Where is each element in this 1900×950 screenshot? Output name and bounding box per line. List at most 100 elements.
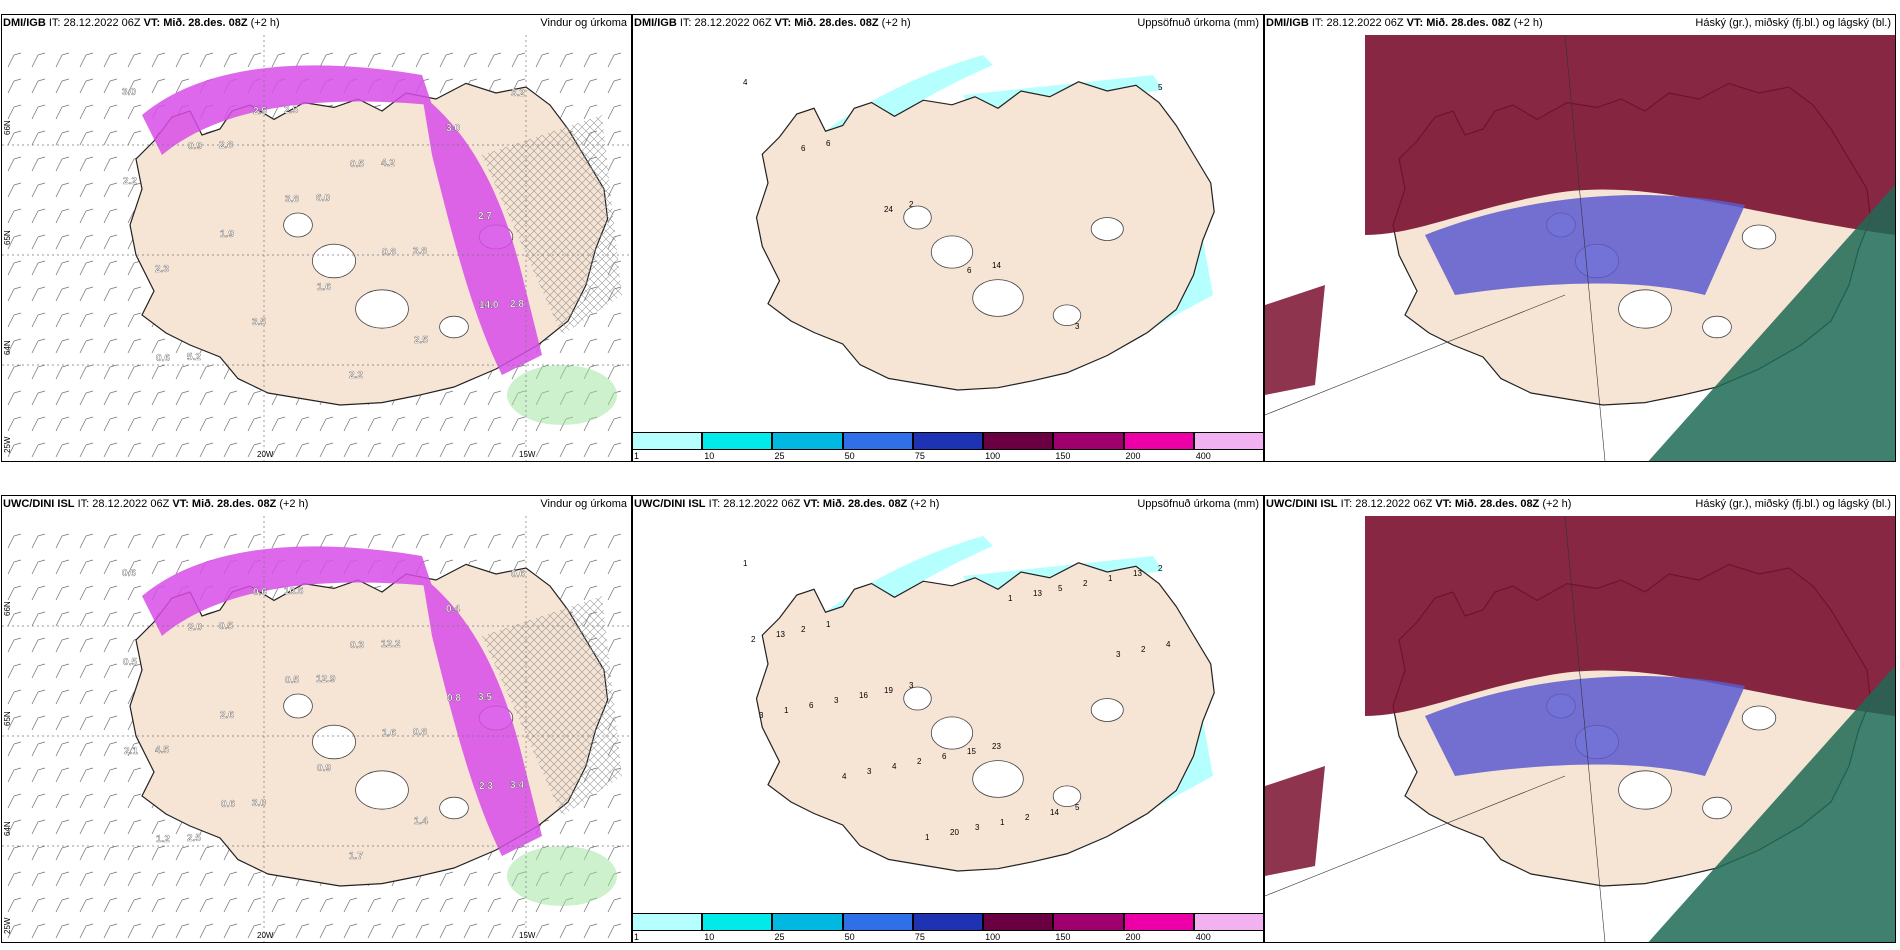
value-label: 5 [1158, 83, 1163, 92]
iceland-land [755, 562, 1215, 872]
value-label: 2.8 [219, 140, 233, 151]
value-label: 1 [925, 833, 930, 842]
accumulated-precip-map: 4 6 2 14 3 5 6 24 6 [743, 55, 1215, 391]
value-label: 2 [1141, 645, 1146, 654]
wind-precip-map: 3.0 2.8 6.0 3.8 2.8 5.2 2.5 4.2 2.7 2.3 3.5 2.2 3.0 2… [2, 35, 631, 461]
value-label: 4.2 [381, 158, 395, 169]
value-label: 13 [1033, 589, 1042, 598]
colorbar-tick: 200 [1125, 451, 1141, 461]
value-label: 13 [776, 630, 785, 639]
value-label: 3 [759, 711, 764, 720]
cloud-cover-map [1265, 35, 1895, 461]
value-label: 12.2 [381, 639, 401, 650]
value-label: 3.5 [478, 692, 492, 703]
colorbar-tick: 400 [1195, 932, 1211, 942]
value-label: 3.8 [285, 194, 299, 205]
value-label: 2.5 [187, 833, 201, 844]
lead-time: (+2 h) [1513, 17, 1543, 29]
init-time: IT: 28.12.2022 06Z [77, 498, 170, 510]
cloud-layers [1265, 35, 1895, 461]
panel-accum-uwc: UWC/DINI ISL IT: 28.12.2022 06Z VT: Mið.… [632, 495, 1264, 943]
colorbar-cell [912, 913, 984, 931]
graticule [2, 35, 631, 461]
value-label: 0.8 [382, 247, 396, 258]
value-label: 2.8 [510, 299, 524, 310]
panel-header: DMI/IGB IT: 28.12.2022 06Z VT: Mið. 28.d… [3, 17, 280, 29]
value-label: 20 [950, 828, 959, 837]
colorbar-cell [983, 432, 1054, 450]
value-label: 0.9 [317, 763, 331, 774]
cloud-cover-map [1265, 516, 1895, 942]
value-label: 6 [826, 139, 831, 148]
model-source: UWC/DINI ISL [634, 498, 706, 510]
corner-label: 25W [3, 917, 12, 934]
graticule [1265, 35, 1606, 461]
panel-wind-dmi: DMI/IGB IT: 28.12.2022 06Z VT: Mið. 28.d… [1, 14, 632, 462]
value-label: 19 [884, 686, 893, 695]
lat-label: 65N [3, 230, 12, 245]
graticule [2, 516, 631, 942]
glacier-1 [903, 205, 932, 230]
value-label: 12.9 [316, 674, 336, 685]
value-label: 4 [1166, 640, 1171, 649]
panel-title: Uppsöfnuð úrkoma (mm) [1137, 498, 1259, 510]
value-label: 15 [967, 747, 976, 756]
value-label: 13 [1133, 569, 1142, 578]
value-label: 6.0 [316, 193, 330, 204]
colorbar-tick: 10 [704, 932, 715, 942]
glacier-1 [283, 693, 313, 719]
model-source: UWC/DINI ISL [1266, 498, 1338, 510]
value-label: 4 [842, 772, 847, 781]
precip-labels: 3.0 2.8 6.0 3.8 2.8 5.2 2.5 4.2 2.7 2.3 3.5 2.2 3.0 2… [122, 87, 526, 381]
lead-time: (+2 h) [1542, 498, 1572, 510]
colorbar-cell [772, 432, 843, 450]
value-label: 0.3 [350, 640, 364, 651]
value-label: 2 [1025, 813, 1030, 822]
colorbar-tick: 150 [1055, 932, 1071, 942]
valid-time: VT: Mið. 28.des. 08Z [143, 17, 248, 29]
colorbar-tick: 50 [844, 451, 855, 461]
lead-time: (+2 h) [881, 17, 911, 29]
valid-time: VT: Mið. 28.des. 08Z [1435, 498, 1540, 510]
value-label: 0.5 [123, 657, 137, 668]
valid-time: VT: Mið. 28.des. 08Z [172, 498, 277, 510]
cloud-layers [1265, 516, 1895, 942]
glacier-2 [972, 279, 1024, 317]
lon-label: 15W [519, 931, 536, 940]
value-label: 2.3 [155, 264, 169, 275]
colorbar-dmi: 1 10 25 50 75 100 150 200 400 [632, 432, 1264, 461]
glacier-4 [439, 796, 469, 820]
wind-precip-map: 0.6 0.5 12.9 0.8 3.4 2.5 10.6 12.2 3.5 4.5 3.0 1.7 0… [2, 516, 631, 942]
colorbar-cell [842, 913, 913, 931]
colorbar-tick: 100 [985, 932, 1001, 942]
init-time: IT: 28.12.2022 06Z [679, 17, 772, 29]
valid-time: VT: Mið. 28.des. 08Z [774, 17, 879, 29]
value-label: 5 [1058, 584, 1063, 593]
colorbar-tick: 25 [774, 451, 785, 461]
value-label: 2 [909, 200, 914, 209]
value-label: 4 [743, 78, 748, 87]
colorbar-tick: 400 [1195, 451, 1211, 461]
value-label: 6 [942, 752, 947, 761]
colorbar-cell [912, 432, 984, 450]
lon-label: 20W [257, 931, 274, 940]
value-label: 3.0 [252, 798, 266, 809]
value-label: 3 [975, 823, 980, 832]
colorbar-tick: 100 [985, 451, 1001, 461]
value-label: 0.8 [413, 727, 427, 738]
lat-label: 64N [3, 340, 12, 355]
value-label: 0.6 [253, 587, 267, 598]
colorbar-tick: 150 [1055, 451, 1071, 461]
value-label: 10.6 [284, 586, 304, 597]
value-label: 0.5 [350, 159, 364, 170]
colorbar-tick: 200 [1125, 932, 1141, 942]
lead-time: (+2 h) [910, 498, 940, 510]
value-label: 3 [909, 681, 914, 690]
panel-header: DMI/IGB IT: 28.12.2022 06Z VT: Mið. 28.d… [634, 17, 911, 29]
value-label: 2.3 [479, 781, 493, 792]
panel-header: UWC/DINI ISL IT: 28.12.2022 06Z VT: Mið.… [634, 498, 939, 510]
lat-label: 66N [3, 120, 12, 135]
precip-bands [142, 546, 622, 906]
colorbar-tick: 50 [844, 932, 855, 942]
value-label: 0.6 [156, 353, 170, 364]
